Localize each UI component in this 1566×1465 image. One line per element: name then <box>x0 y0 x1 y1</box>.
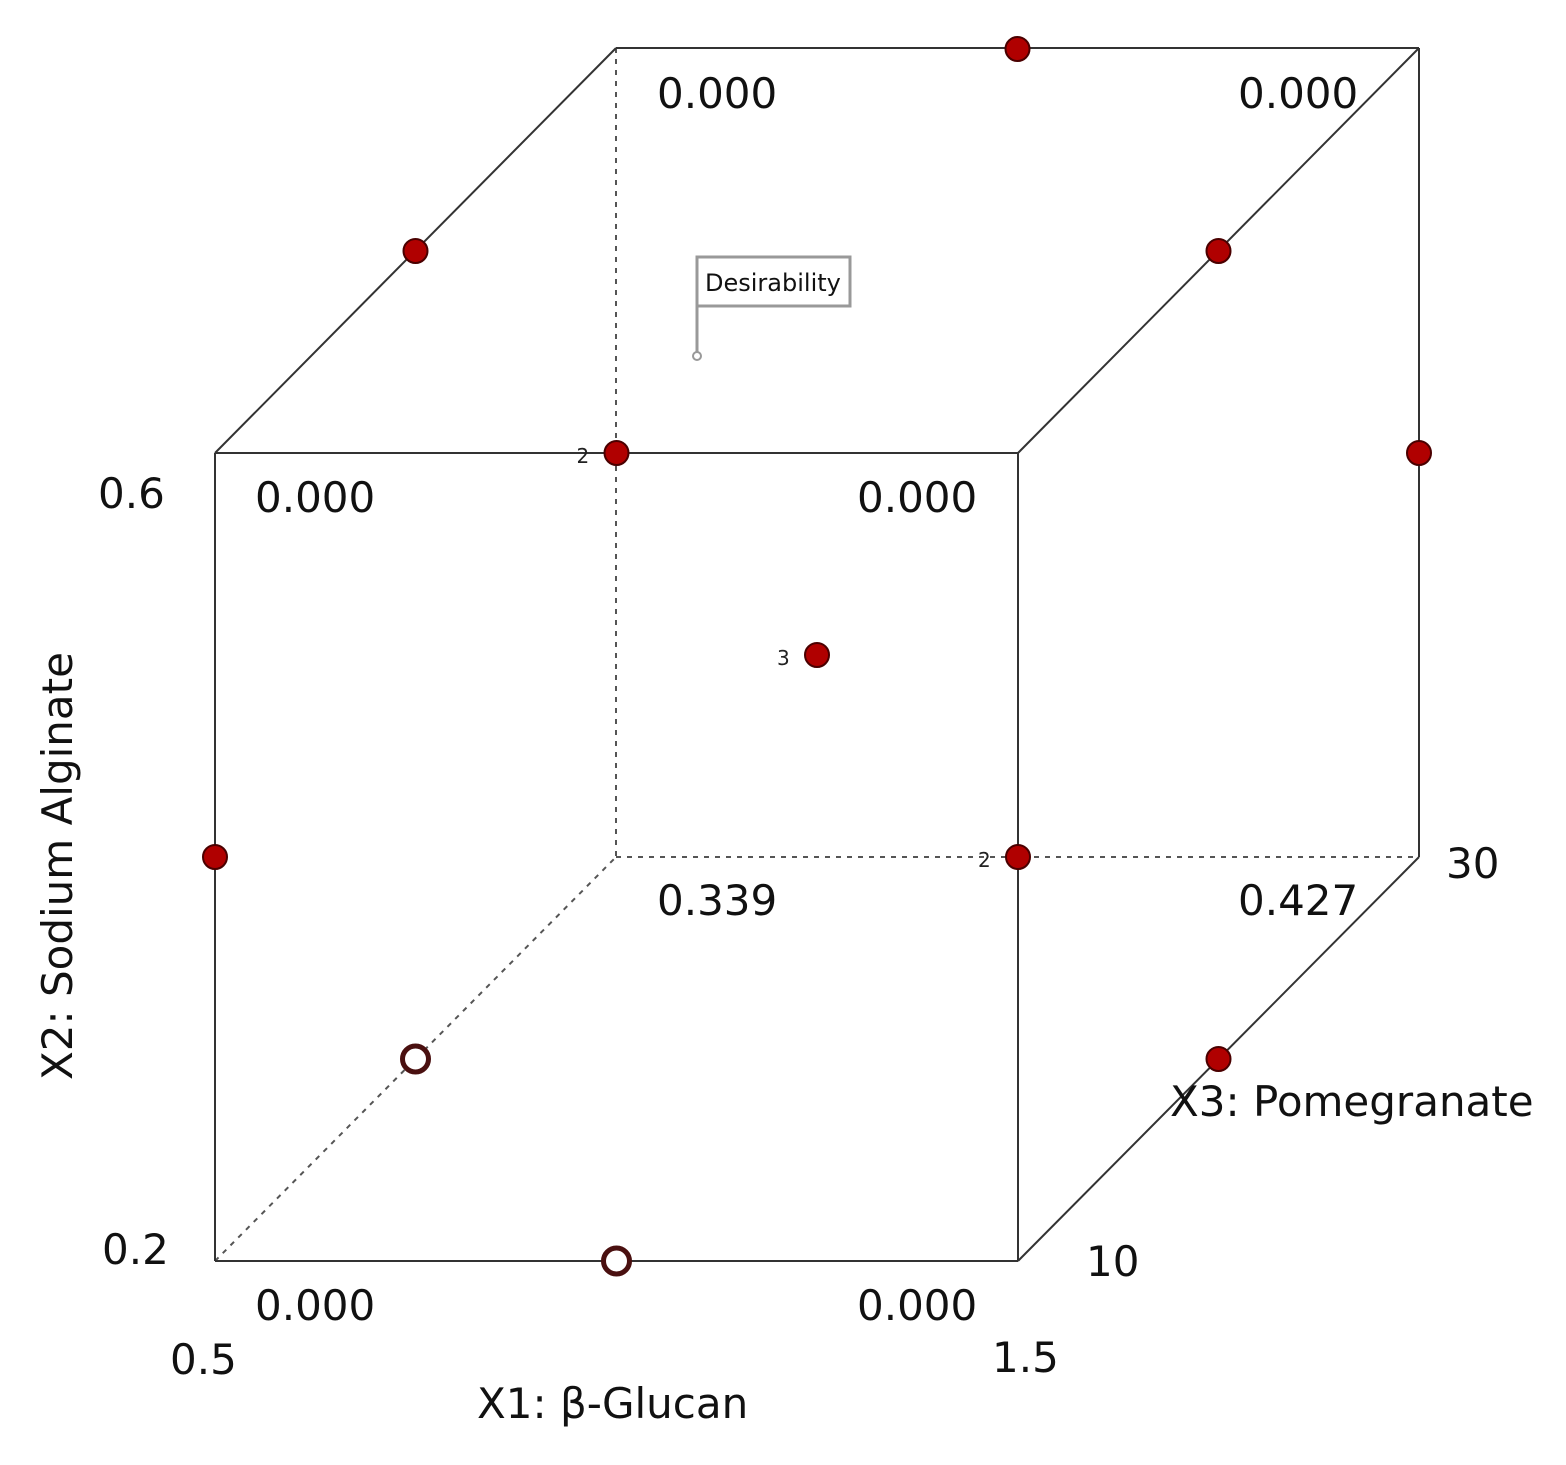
axis-titles: X1: β-Glucan X2: Sodium Alginate X3: Pom… <box>33 652 1534 1428</box>
design-point <box>603 440 630 466</box>
design-point <box>1205 1046 1232 1072</box>
design-point <box>1406 440 1432 466</box>
design-point <box>1004 36 1031 62</box>
corner-values: 0.000 0.000 0.000 0.000 0.339 0.427 0.00… <box>255 69 1358 1330</box>
replicate-count-label: 3 <box>777 646 790 670</box>
x1-max-tick: 1.5 <box>992 1333 1059 1382</box>
corner-value-label: 0.000 <box>1238 69 1358 118</box>
design-point <box>202 844 228 870</box>
design-point <box>1005 844 1031 870</box>
replicate-count-label: 2 <box>577 444 590 468</box>
design-point-hollow <box>601 1245 632 1277</box>
flag-box <box>695 255 852 308</box>
corner-value-label: 0.000 <box>657 69 777 118</box>
x3-max-tick: 30 <box>1446 839 1499 888</box>
x2-max-tick: 0.6 <box>98 469 165 518</box>
design-points: 2 3 2 <box>202 36 1432 1277</box>
x2-min-tick: 0.2 <box>102 1225 169 1274</box>
cube-edge-hidden-depth <box>214 856 617 1262</box>
corner-value-label: 0.000 <box>255 473 375 522</box>
design-point <box>402 238 429 264</box>
corner-value-label: 0.000 <box>857 473 977 522</box>
design-point-hollow <box>400 1043 431 1075</box>
x2-axis-title: X2: Sodium Alginate <box>33 652 82 1080</box>
x1-min-tick: 0.5 <box>170 1335 237 1384</box>
design-point <box>1205 238 1232 264</box>
x3-min-tick: 10 <box>1086 1237 1139 1286</box>
corner-value-label: 0.427 <box>1238 876 1358 925</box>
corner-value-label: 0.000 <box>255 1281 375 1330</box>
design-point <box>804 642 830 668</box>
corner-value-label: 0.339 <box>657 876 777 925</box>
flag-label: Desirability <box>705 269 841 297</box>
x1-axis-title: X1: β-Glucan <box>477 1379 748 1428</box>
x3-axis-title: X3: Pomegranate <box>1170 1077 1534 1126</box>
axis-ticks: 0.5 1.5 0.2 0.6 10 30 <box>98 469 1499 1384</box>
replicate-count-label: 2 <box>978 848 991 872</box>
flag-pole-base <box>692 351 702 361</box>
corner-value-label: 0.000 <box>857 1281 977 1330</box>
response-flag: Desirability <box>692 255 852 361</box>
